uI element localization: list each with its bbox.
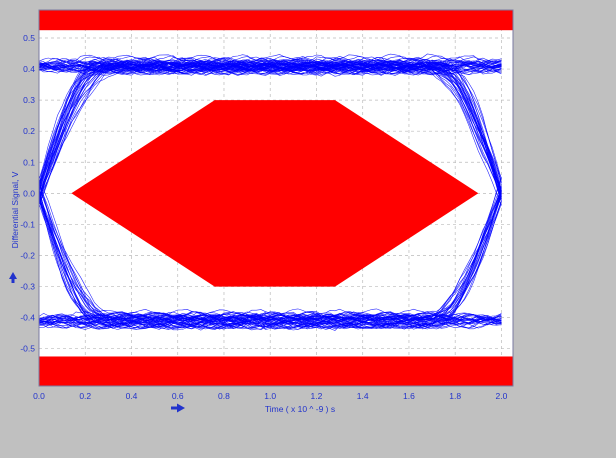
- y-tick-label: 0.4: [23, 64, 35, 74]
- signal-trace: [38, 66, 502, 191]
- y-tick-label: -0.3: [20, 282, 35, 292]
- signal-trace: [38, 64, 502, 202]
- x-axis-ticks: 0.0 0.2 0.4 0.6 0.8 1.0 1.2 1.4 1.6 1.8 2.0: [33, 391, 508, 401]
- x-tick-label: 0.8: [218, 391, 230, 401]
- signal-trace: [38, 68, 502, 203]
- y-tick-label: -0.5: [20, 344, 35, 354]
- signal-trace: [38, 312, 502, 322]
- signal-trace: [38, 55, 502, 198]
- x-axis-label: Time ( x 10 ^ -9 ) s: [265, 404, 335, 414]
- x-tick-label: 1.0: [264, 391, 276, 401]
- y-tick-label: 0.1: [23, 157, 35, 167]
- signal-trace: [38, 199, 502, 320]
- x-tick-label: 1.8: [449, 391, 461, 401]
- signal-trace: [38, 64, 502, 199]
- y-tick-label: -0.1: [20, 219, 35, 229]
- arrow-right-icon: [171, 403, 185, 413]
- signal-trace: [38, 316, 502, 324]
- signal-traces: [38, 53, 502, 331]
- x-tick-label: 1.4: [357, 391, 369, 401]
- y-tick-label: 0.2: [23, 126, 35, 136]
- signal-trace: [38, 68, 502, 205]
- mask-hexagon: [71, 100, 479, 287]
- signal-trace: [38, 61, 502, 206]
- y-axis-label: Differential Signal, V: [10, 171, 20, 248]
- x-tick-label: 1.6: [403, 391, 415, 401]
- x-tick-label: 0.0: [33, 391, 45, 401]
- y-tick-label: 0.3: [23, 95, 35, 105]
- signal-trace: [38, 65, 502, 75]
- signal-trace: [38, 53, 502, 64]
- y-tick-label: -0.2: [20, 250, 35, 260]
- y-tick-label: 0.5: [23, 33, 35, 43]
- x-tick-label: 0.6: [172, 391, 184, 401]
- signal-trace: [38, 64, 502, 73]
- x-tick-label: 2.0: [496, 391, 508, 401]
- y-tick-label: -0.4: [20, 313, 35, 323]
- y-axis-ticks: 0.5 0.4 0.3 0.2 0.1 0.0 -0.1 -0.2 -0.3 -0.4 -0.5: [20, 33, 35, 354]
- signal-trace: [38, 190, 502, 329]
- signal-trace: [38, 58, 502, 67]
- mask-upper-band: [39, 10, 513, 31]
- mask-lower-band: [39, 356, 513, 386]
- x-tick-label: 1.2: [311, 391, 323, 401]
- y-tick-label: 0.0: [23, 188, 35, 198]
- plot-area: [38, 9, 514, 387]
- signal-trace: [38, 313, 502, 322]
- signal-trace: [38, 310, 502, 320]
- signal-trace: [38, 187, 502, 319]
- signal-trace: [38, 193, 502, 330]
- arrow-up-icon: [9, 272, 17, 283]
- signal-trace: [38, 196, 502, 326]
- signal-trace: [38, 59, 502, 69]
- x-tick-label: 0.2: [79, 391, 91, 401]
- plot-border: [38, 9, 514, 387]
- x-tick-label: 0.4: [126, 391, 138, 401]
